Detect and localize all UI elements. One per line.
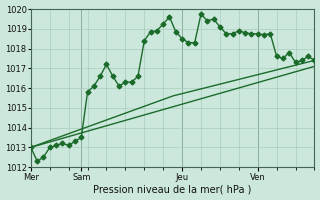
X-axis label: Pression niveau de la mer( hPa ): Pression niveau de la mer( hPa )	[93, 184, 252, 194]
